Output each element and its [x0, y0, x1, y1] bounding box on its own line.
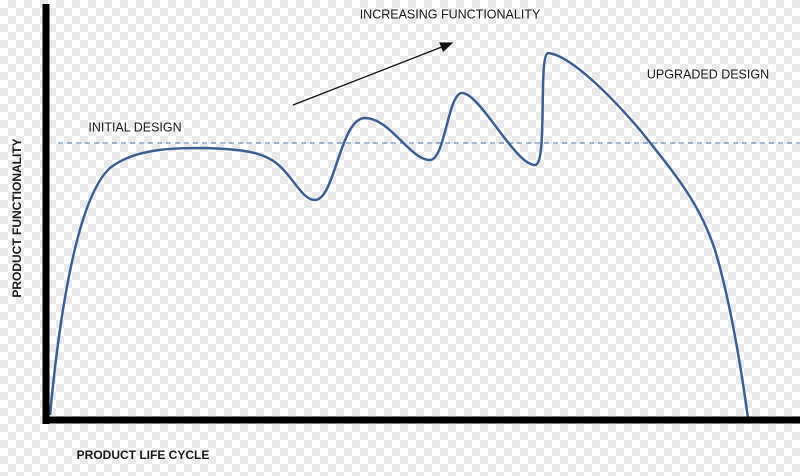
increasing-label: INCREASING FUNCTIONALITY	[360, 7, 541, 21]
x-axis-label: PRODUCT LIFE CYCLE	[77, 448, 210, 462]
initial-label: INITIAL DESIGN	[88, 120, 181, 134]
trend-arrow	[292, 42, 454, 106]
y-axis-label: PRODUCT FUNCTIONALITY	[10, 138, 24, 297]
upgraded-label: UPGRADED DESIGN	[647, 67, 769, 81]
functionality-curve	[48, 51, 750, 419]
